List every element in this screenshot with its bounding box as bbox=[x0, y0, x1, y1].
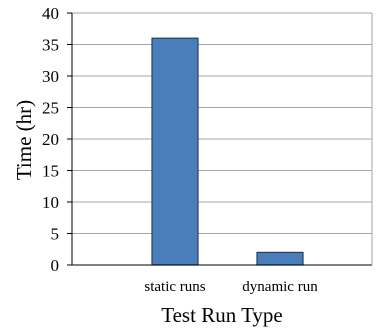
y-tick-label: 35 bbox=[42, 36, 59, 55]
y-tick-label: 0 bbox=[51, 256, 60, 275]
y-tick-label: 30 bbox=[42, 67, 59, 86]
y-tick-label: 10 bbox=[42, 193, 59, 212]
axes bbox=[67, 12, 373, 266]
bar-dynamic-run bbox=[256, 251, 304, 266]
x-category-label: static runs bbox=[144, 279, 205, 295]
gridlines bbox=[72, 12, 372, 234]
x-category-labels: static runs dynamic run bbox=[144, 279, 318, 295]
x-category-label: dynamic run bbox=[242, 279, 318, 295]
y-tick-label: 5 bbox=[51, 225, 60, 244]
bars bbox=[151, 37, 304, 266]
y-axis-title: Time (hr) bbox=[12, 100, 36, 180]
x-axis-title: Test Run Type bbox=[161, 303, 283, 327]
y-tick-label: 40 bbox=[42, 4, 59, 23]
y-tick-label: 15 bbox=[42, 162, 59, 181]
y-tick-label: 25 bbox=[42, 99, 59, 118]
y-tick-label: 20 bbox=[42, 130, 59, 149]
bar-static-runs bbox=[151, 37, 199, 266]
y-tick-labels: 0 5 10 15 20 25 30 35 40 bbox=[42, 4, 59, 275]
